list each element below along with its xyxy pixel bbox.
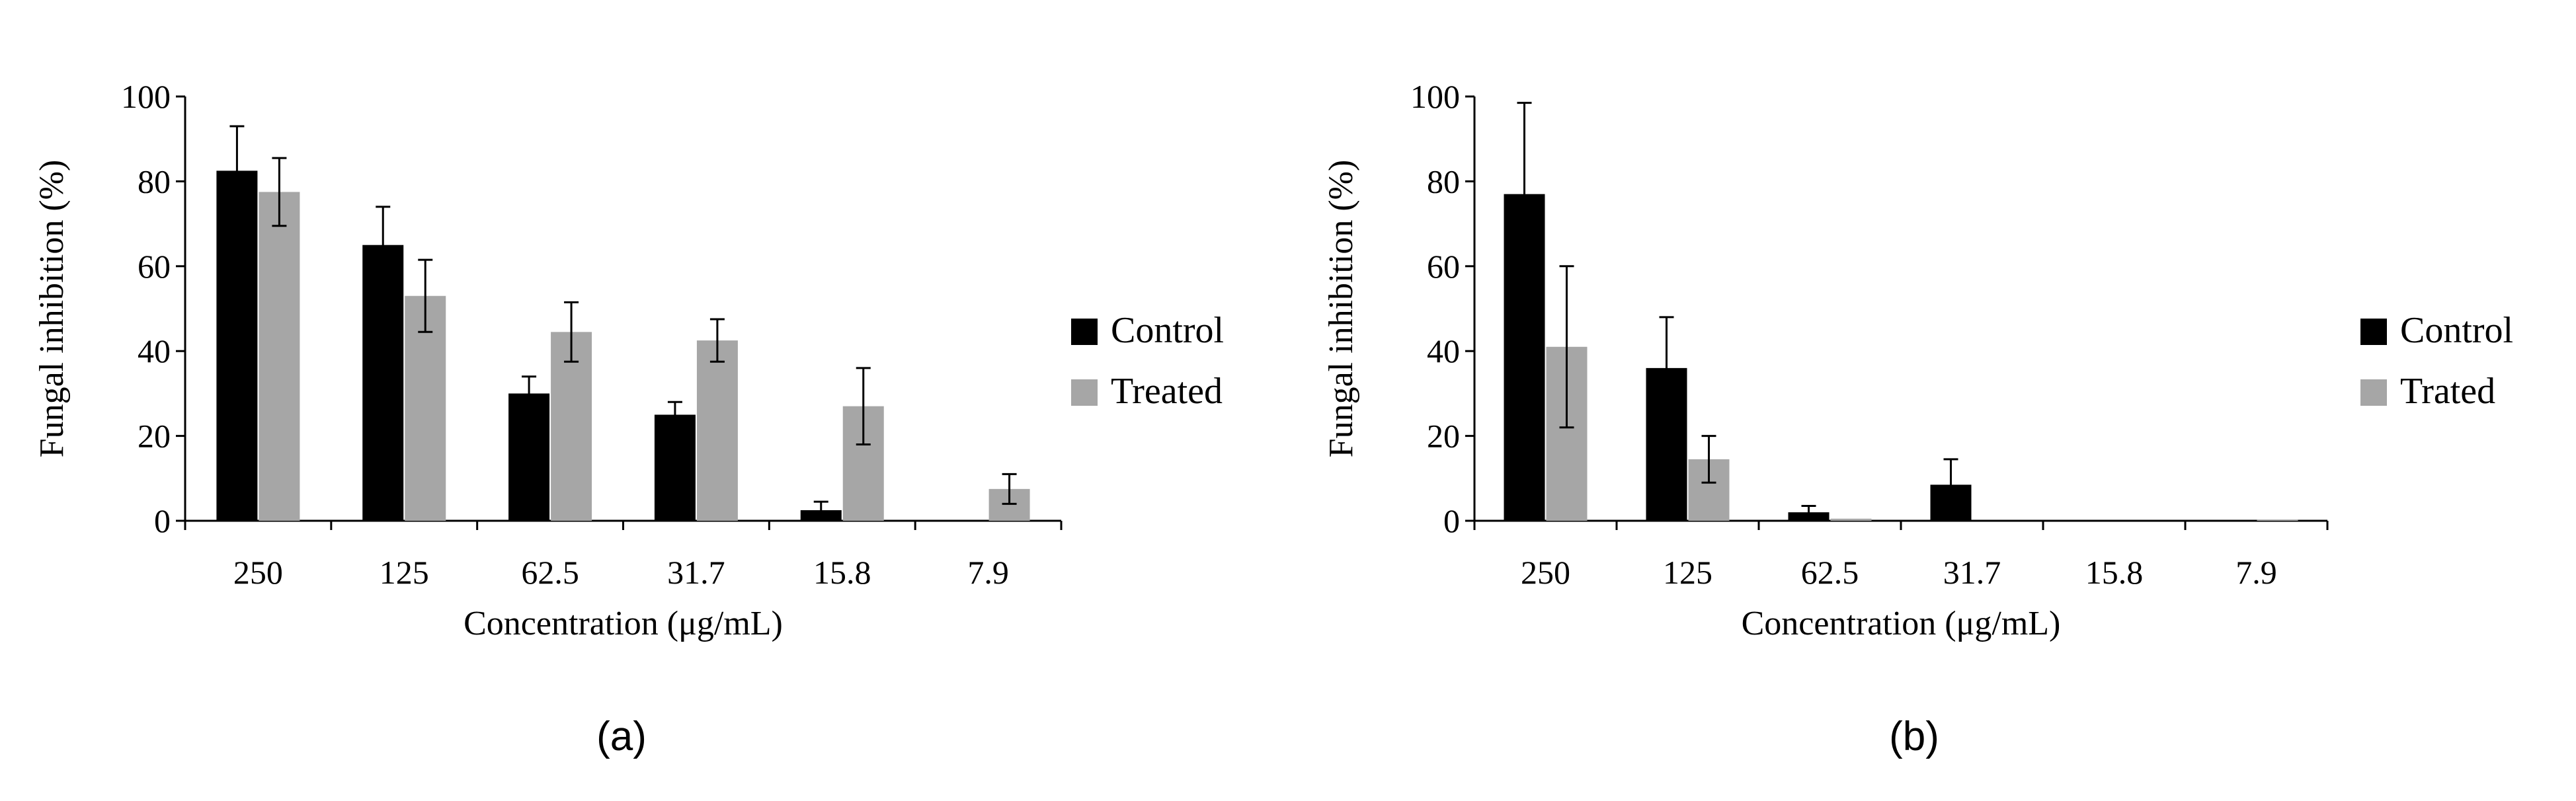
legend-swatch-control <box>1071 319 1098 345</box>
x-tick-label: 7.9 <box>967 554 1009 591</box>
x-tick-label: 15.8 <box>813 554 871 591</box>
legend-label: Control <box>2400 310 2513 351</box>
y-tick-label: 80 <box>1427 163 1460 200</box>
x-tick-label: 62.5 <box>521 554 579 591</box>
x-tick-label: 62.5 <box>1801 554 1859 591</box>
bar-control-62.5 <box>508 393 550 521</box>
y-tick-label: 100 <box>121 78 171 115</box>
bar-control-250 <box>216 171 258 521</box>
panel-label: (a) <box>596 714 647 759</box>
legend: Control Treated <box>1071 310 1224 412</box>
bar-treated-250 <box>259 192 300 521</box>
y-axis-title: Fungal inhibition (%) <box>1322 160 1360 458</box>
legend-label: Control <box>1111 310 1224 351</box>
bar-treated-125 <box>405 295 446 521</box>
y-axis-title: Fungal inhibition (%) <box>33 160 71 458</box>
x-tick-label: 31.7 <box>1943 554 2001 591</box>
x-axis-title: Concentration (μg/mL) <box>1742 605 2061 642</box>
legend-label: Trated <box>2400 371 2495 412</box>
y-tick-label: 100 <box>1410 78 1460 115</box>
bar-control-31.7 <box>654 414 696 521</box>
x-tick-label: 250 <box>233 554 283 591</box>
bar-trated-62.5 <box>1830 518 1872 521</box>
x-tick-label: 7.9 <box>2235 554 2277 591</box>
legend-swatch-control <box>2360 319 2387 345</box>
y-tick-label: 20 <box>138 418 171 455</box>
bar-treated-62.5 <box>551 332 592 521</box>
y-tick-label: 80 <box>138 163 171 200</box>
bar-control-125 <box>362 245 404 521</box>
y-tick-label: 0 <box>154 502 171 539</box>
y-tick-label: 20 <box>1427 418 1460 455</box>
legend-swatch-trated <box>2360 379 2387 406</box>
x-tick-label: 31.7 <box>667 554 725 591</box>
legend-label: Treated <box>1111 371 1223 412</box>
y-tick-label: 40 <box>1427 332 1460 369</box>
bar-trated-7.9 <box>2257 519 2298 521</box>
y-tick-label: 60 <box>1427 248 1460 285</box>
y-tick-label: 60 <box>138 248 171 285</box>
y-tick-label: 0 <box>1443 502 1460 539</box>
legend: Control Trated <box>2360 310 2513 412</box>
y-tick-label: 40 <box>138 332 171 369</box>
x-tick-label: 250 <box>1521 554 1570 591</box>
x-tick-label: 15.8 <box>2085 554 2144 591</box>
chart-panel-a: 0 20 40 60 80 100 250 125 62.5 31.7 15.8 7.9 Fungal … <box>33 78 1224 759</box>
chart-panel-b: 0 20 40 60 80 100 250 125 62.5 31.7 15.8 7.9 Fungal … <box>1322 78 2513 759</box>
x-tick-label: 125 <box>1663 554 1712 591</box>
legend-swatch-treated <box>1071 379 1098 406</box>
x-tick-label: 125 <box>380 554 429 591</box>
panel-label: (b) <box>1889 714 1939 759</box>
bar-treated-31.7 <box>696 340 738 521</box>
x-axis-title: Concentration (μg/mL) <box>463 605 783 642</box>
